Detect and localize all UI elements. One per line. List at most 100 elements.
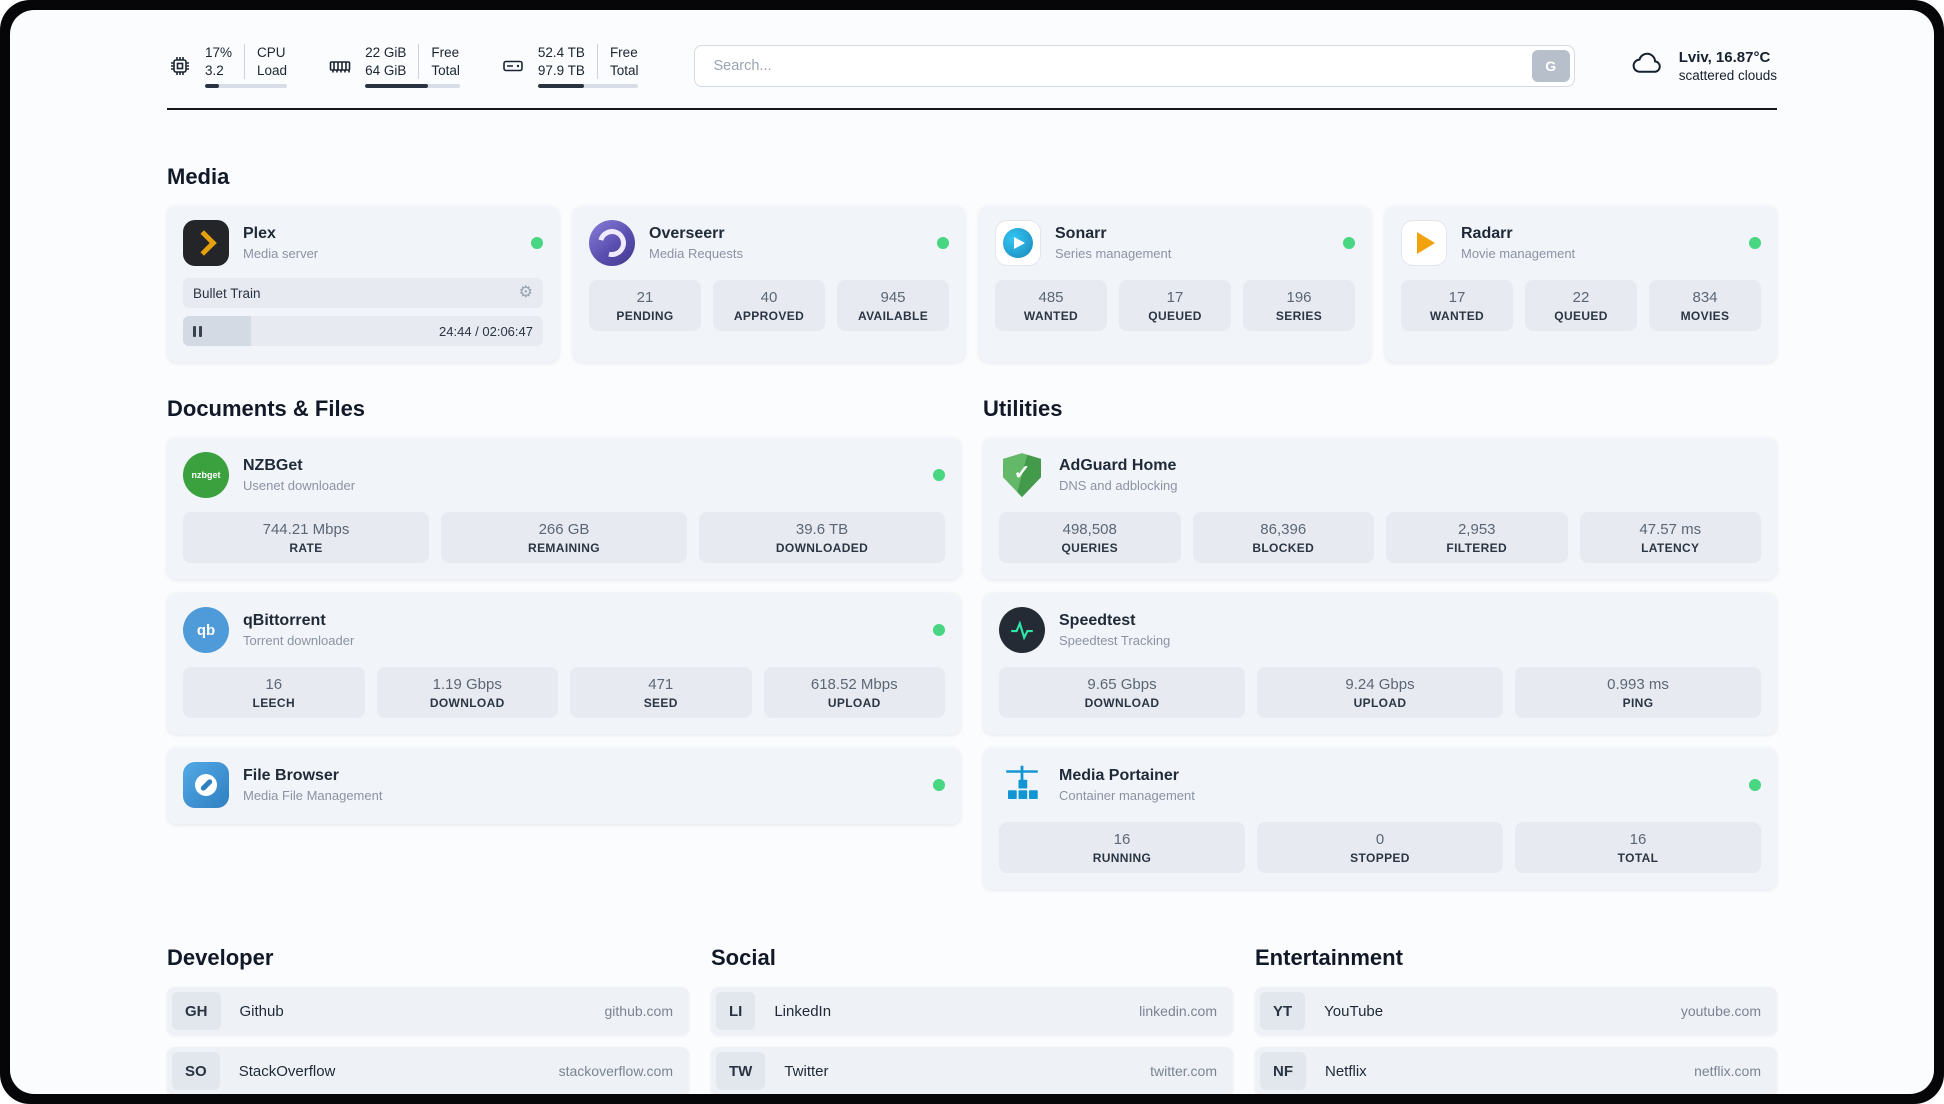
playback-time: 24:44 / 02:06:47 [439, 323, 533, 339]
gear-icon[interactable]: ⚙ [518, 284, 533, 302]
status-dot [1343, 237, 1355, 250]
stat-box: 9.65 Gbps DOWNLOAD [999, 667, 1245, 719]
stat-label: UPLOAD [1353, 696, 1407, 711]
service-card-speedtest[interactable]: Speedtest Speedtest Tracking 9.65 Gbps D… [983, 593, 1777, 735]
stat-label: TOTAL [1617, 851, 1659, 866]
playback-progress-bar[interactable]: 24:44 / 02:06:47 [183, 316, 543, 347]
service-card-overseerr[interactable]: Overseerr Media Requests 21 PENDING 40 A… [573, 206, 965, 363]
stat-box: 17 QUEUED [1119, 280, 1231, 332]
stat-value: 9.24 Gbps [1345, 676, 1415, 694]
system-metrics: 17% 3.2 CPU Load [167, 44, 639, 89]
stat-box: 21 PENDING [589, 280, 701, 332]
service-subtitle: DNS and adblocking [1059, 478, 1178, 494]
service-subtitle: Series management [1055, 246, 1172, 262]
service-card-filebrowser[interactable]: File Browser Media File Management [167, 748, 961, 825]
cpu-usage-value: 17% [205, 45, 233, 60]
stat-value: 485 [1038, 289, 1064, 307]
ram-progress-bar [365, 84, 460, 89]
search-engine-button[interactable]: G [1531, 50, 1570, 83]
service-subtitle: Movie management [1461, 246, 1576, 262]
status-dot [937, 237, 949, 250]
service-card-radarr[interactable]: Radarr Movie management 17 WANTED 22 QUE… [1385, 206, 1777, 363]
service-card-sonarr[interactable]: Sonarr Series management 485 WANTED 17 Q… [979, 206, 1371, 363]
link-url: github.com [604, 1003, 673, 1020]
disk-icon [500, 53, 526, 79]
disk-metric: 52.4 TB 97.9 TB Free Total [500, 44, 639, 89]
service-name: Sonarr [1055, 225, 1107, 243]
service-card-qbittorrent[interactable]: qb qBittorrent Torrent downloader 16 LEE… [167, 593, 961, 735]
stat-box: 39.6 TB DOWNLOADED [699, 512, 945, 564]
link-name: YouTube [1324, 1002, 1384, 1020]
link-name: StackOverflow [238, 1062, 336, 1080]
service-subtitle: Usenet downloader [243, 478, 356, 494]
ram-total-label: Total [431, 62, 460, 78]
stat-value: 16 [265, 676, 283, 694]
stat-value: 498,508 [1062, 521, 1117, 539]
service-name: NZBGet [243, 457, 303, 475]
service-card-nzbget[interactable]: nzbget NZBGet Usenet downloader 744.21 M… [167, 438, 961, 580]
link-twitter[interactable]: TW Twitter twitter.com [711, 1047, 1233, 1094]
stat-label: PENDING [616, 309, 674, 324]
stat-value: 471 [648, 676, 674, 694]
link-github[interactable]: GH Github github.com [167, 987, 689, 1036]
pause-icon[interactable] [193, 325, 202, 337]
link-name: Github [239, 1002, 284, 1020]
portainer-icon [999, 762, 1045, 808]
linkedin-abbr-icon: LI [716, 992, 756, 1031]
stat-box: 16 TOTAL [1515, 822, 1761, 874]
stat-value: 16 [1629, 831, 1647, 849]
stat-label: RUNNING [1092, 851, 1152, 866]
stat-label: QUEUED [1554, 309, 1608, 324]
ram-icon [327, 53, 353, 79]
stat-label: MOVIES [1680, 309, 1730, 324]
stat-value: 17 [1448, 289, 1466, 307]
adguard-icon [999, 452, 1045, 498]
service-card-plex[interactable]: Plex Media server Bullet Train ⚙ 24:44 /… [167, 206, 559, 363]
stat-box: 498,508 QUERIES [999, 512, 1181, 564]
service-name: File Browser [243, 767, 340, 785]
link-youtube[interactable]: YT YouTube youtube.com [1255, 987, 1777, 1036]
topbar-divider [167, 108, 1777, 111]
link-name: LinkedIn [774, 1002, 832, 1020]
stat-box: 834 MOVIES [1649, 280, 1761, 332]
service-subtitle: Speedtest Tracking [1059, 633, 1171, 649]
stat-value: 40 [760, 289, 778, 307]
status-dot [933, 469, 945, 482]
developer-section: Developer GH Github github.com SO StackO… [167, 945, 689, 1094]
link-url: youtube.com [1680, 1003, 1761, 1020]
cpu-label: CPU [257, 45, 286, 60]
ram-total-value: 64 GiB [365, 62, 407, 78]
service-subtitle: Media server [243, 246, 319, 262]
stat-label: SERIES [1275, 309, 1323, 324]
service-card-portainer[interactable]: Media Portainer Container management 16 … [983, 748, 1777, 890]
service-card-adguard[interactable]: AdGuard Home DNS and adblocking 498,508 … [983, 438, 1777, 580]
link-linkedin[interactable]: LI LinkedIn linkedin.com [711, 987, 1233, 1036]
search-input[interactable] [694, 45, 1575, 88]
now-playing-title: Bullet Train [193, 285, 261, 301]
stat-value: 618.52 Mbps [810, 676, 898, 694]
stat-label: AVAILABLE [857, 309, 929, 324]
stat-value: 39.6 TB [795, 521, 849, 539]
stat-value: 47.57 ms [1639, 521, 1702, 539]
service-name: Overseerr [649, 225, 725, 243]
section-title-utilities: Utilities [983, 396, 1063, 422]
media-card-grid: Plex Media server Bullet Train ⚙ 24:44 /… [167, 206, 1777, 363]
stat-label: RATE [289, 541, 323, 556]
stat-box: 485 WANTED [995, 280, 1107, 332]
service-subtitle: Torrent downloader [243, 633, 355, 649]
stat-label: UPLOAD [827, 696, 881, 711]
filebrowser-icon [183, 762, 229, 809]
status-dot [531, 237, 543, 250]
stat-value: 834 [1692, 289, 1718, 307]
utilities-column: Utilities AdGuard Home DNS and adblockin… [983, 396, 1777, 890]
link-name: Netflix [1325, 1062, 1367, 1080]
section-title-social: Social [711, 945, 776, 971]
youtube-abbr-icon: YT [1260, 992, 1306, 1031]
stat-box: 1.19 Gbps DOWNLOAD [376, 667, 558, 719]
status-dot [933, 779, 945, 792]
stat-label: LATENCY [1641, 541, 1700, 556]
stat-box: 86,396 BLOCKED [1192, 512, 1374, 564]
ram-free-value: 22 GiB [365, 45, 407, 60]
link-netflix[interactable]: NF Netflix netflix.com [1255, 1047, 1777, 1094]
link-stackoverflow[interactable]: SO StackOverflow stackoverflow.com [167, 1047, 689, 1094]
